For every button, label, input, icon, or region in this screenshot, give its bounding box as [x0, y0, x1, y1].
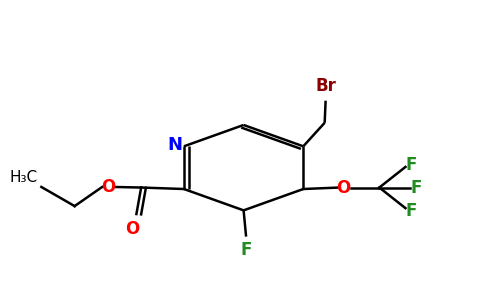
Text: F: F — [406, 156, 417, 174]
Text: F: F — [240, 241, 252, 259]
Text: N: N — [167, 136, 182, 154]
Text: O: O — [336, 178, 351, 196]
Text: F: F — [406, 202, 417, 220]
Text: Br: Br — [315, 77, 336, 95]
Text: O: O — [101, 178, 115, 196]
Text: F: F — [410, 178, 422, 196]
Text: H₃C: H₃C — [9, 170, 38, 185]
Text: O: O — [125, 220, 140, 238]
